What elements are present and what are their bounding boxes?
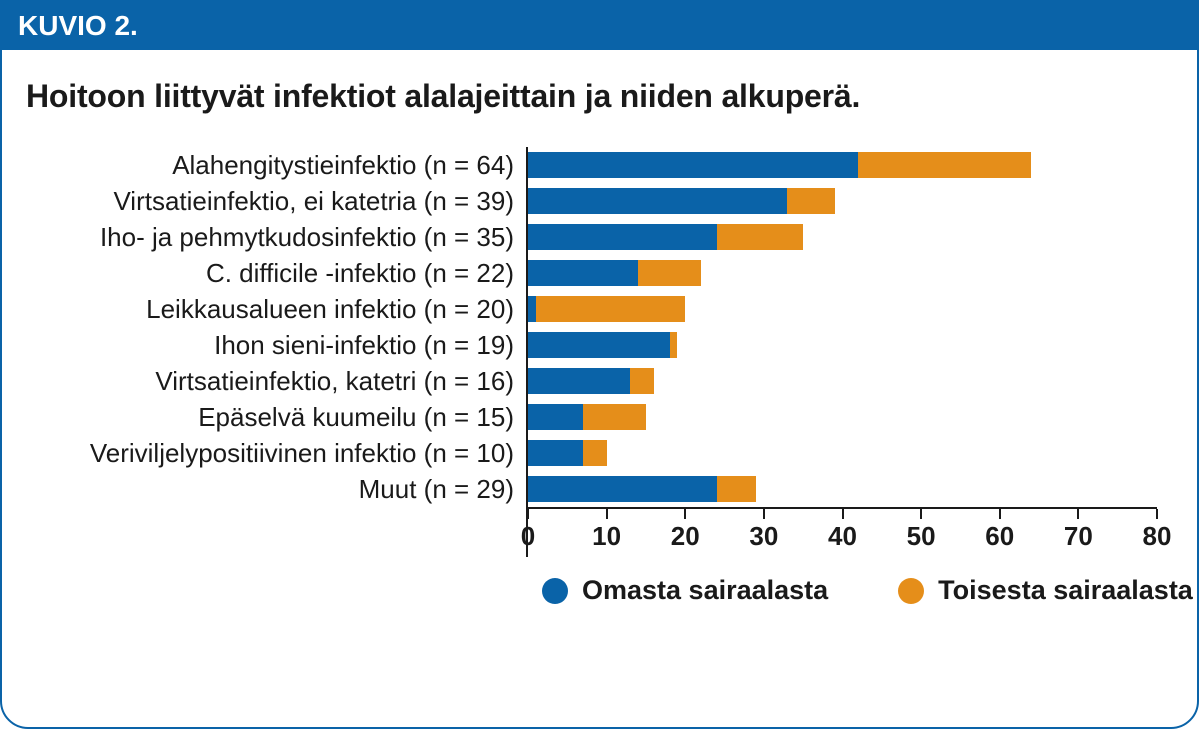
- bar-segment-own: [528, 152, 858, 178]
- bar-segment-other: [787, 188, 834, 214]
- category-label: Leikkausalueen infektio (n = 20): [26, 291, 526, 327]
- bar-segment-own: [528, 476, 717, 502]
- axis-tick-label: 30: [749, 521, 778, 552]
- category-labels-column: Alahengitystieinfektio (n = 64)Virtsatie…: [26, 147, 526, 557]
- axis-tick-label: 50: [907, 521, 936, 552]
- legend-item: Omasta sairaalasta: [542, 575, 828, 606]
- bar-segment-other: [670, 332, 678, 358]
- axis-tick: [606, 509, 608, 519]
- figure-frame: KUVIO 2. Hoitoon liittyvät infektiot ala…: [0, 0, 1199, 729]
- category-label: Ihon sieni-infektio (n = 19): [26, 327, 526, 363]
- category-label: Iho- ja pehmytkudosinfektio (n = 35): [26, 219, 526, 255]
- axis-tick: [1077, 509, 1079, 519]
- bars-stack: [528, 147, 1157, 507]
- axis-tick-label: 40: [828, 521, 857, 552]
- bar-segment-own: [528, 404, 583, 430]
- bar-segment-own: [528, 332, 670, 358]
- axis-tick: [763, 509, 765, 519]
- legend-swatch: [542, 578, 568, 604]
- legend: Omasta sairaalasta Toisesta sairaalasta: [2, 557, 1197, 606]
- bar-row: [528, 291, 1157, 327]
- category-label: C. difficile -infektio (n = 22): [26, 255, 526, 291]
- axis-tick: [920, 509, 922, 519]
- bar-segment-other: [717, 224, 803, 250]
- axis-tick: [527, 509, 529, 519]
- bar-row: [528, 255, 1157, 291]
- axis-tick-label: 10: [592, 521, 621, 552]
- bar-segment-own: [528, 260, 638, 286]
- legend-label: Omasta sairaalasta: [582, 575, 828, 606]
- axis-tick: [842, 509, 844, 519]
- axis-tick-label: 0: [521, 521, 535, 552]
- legend-swatch: [898, 578, 924, 604]
- bar-segment-own: [528, 296, 536, 322]
- category-label: Virtsatieinfektio, katetri (n = 16): [26, 363, 526, 399]
- bar-segment-other: [536, 296, 685, 322]
- x-axis: 01020304050607080: [528, 507, 1157, 547]
- bar-segment-other: [583, 404, 646, 430]
- axis-tick: [999, 509, 1001, 519]
- axis-tick-label: 60: [985, 521, 1014, 552]
- bar-row: [528, 471, 1157, 507]
- bar-segment-own: [528, 224, 717, 250]
- figure-header-label: KUVIO 2.: [18, 10, 138, 41]
- bar-row: [528, 435, 1157, 471]
- bar-segment-other: [583, 440, 607, 466]
- bar-row: [528, 399, 1157, 435]
- bar-segment-other: [630, 368, 654, 394]
- bar-row: [528, 183, 1157, 219]
- figure-header: KUVIO 2.: [2, 2, 1197, 50]
- bar-segment-other: [858, 152, 1031, 178]
- bar-row: [528, 363, 1157, 399]
- bar-segment-other: [717, 476, 756, 502]
- bar-segment-other: [638, 260, 701, 286]
- bar-segment-own: [528, 440, 583, 466]
- bars-column: 01020304050607080: [526, 147, 1157, 557]
- axis-tick-label: 80: [1143, 521, 1172, 552]
- legend-item: Toisesta sairaalasta: [898, 575, 1193, 606]
- bar-row: [528, 219, 1157, 255]
- axis-tick-label: 70: [1064, 521, 1093, 552]
- axis-tick-label: 20: [671, 521, 700, 552]
- bar-row: [528, 327, 1157, 363]
- axis-tick: [684, 509, 686, 519]
- category-label: Veriviljelypositiivinen infektio (n = 10…: [26, 435, 526, 471]
- bar-segment-own: [528, 368, 630, 394]
- category-label: Virtsatieinfektio, ei katetria (n = 39): [26, 183, 526, 219]
- chart-title: Hoitoon liittyvät infektiot alalajeittai…: [2, 50, 1197, 127]
- legend-label: Toisesta sairaalasta: [938, 575, 1193, 606]
- category-label: Muut (n = 29): [26, 471, 526, 507]
- category-label: Alahengitystieinfektio (n = 64): [26, 147, 526, 183]
- bar-row: [528, 147, 1157, 183]
- category-label: Epäselvä kuumeilu (n = 15): [26, 399, 526, 435]
- axis-tick: [1156, 509, 1158, 519]
- bar-segment-own: [528, 188, 787, 214]
- chart-area: Alahengitystieinfektio (n = 64)Virtsatie…: [2, 127, 1197, 557]
